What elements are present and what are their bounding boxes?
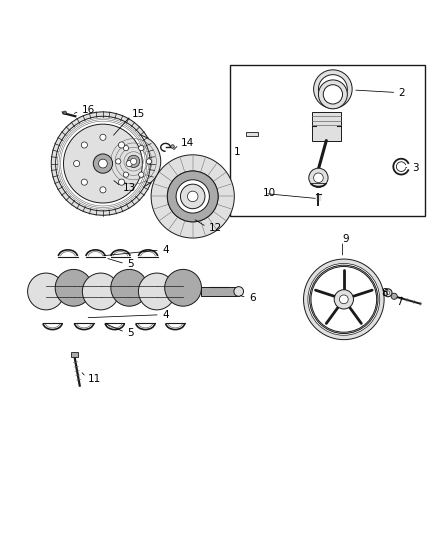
Circle shape (138, 146, 144, 151)
Text: 12: 12 (208, 223, 222, 233)
Circle shape (391, 293, 397, 300)
Text: 8: 8 (381, 288, 388, 298)
Circle shape (323, 85, 343, 104)
Circle shape (28, 273, 64, 310)
Circle shape (111, 269, 148, 306)
Text: 5: 5 (127, 328, 134, 338)
Circle shape (384, 289, 392, 297)
Bar (129, 286, 157, 297)
Circle shape (339, 295, 348, 304)
Text: 10: 10 (263, 188, 276, 198)
Circle shape (106, 134, 161, 189)
Text: 2: 2 (399, 87, 405, 98)
Text: 13: 13 (123, 183, 136, 192)
Circle shape (63, 111, 67, 115)
Text: 3: 3 (412, 163, 418, 173)
Bar (157, 286, 183, 297)
Circle shape (138, 273, 175, 310)
Text: 6: 6 (249, 293, 255, 303)
Circle shape (74, 160, 80, 167)
Circle shape (82, 273, 119, 310)
Circle shape (304, 259, 384, 340)
Text: 4: 4 (162, 310, 169, 320)
Circle shape (116, 159, 121, 164)
Circle shape (151, 155, 234, 238)
Circle shape (124, 172, 129, 177)
Circle shape (93, 154, 113, 173)
Circle shape (100, 134, 106, 140)
Text: 15: 15 (132, 109, 145, 119)
Bar (71, 352, 78, 357)
Bar (201, 287, 239, 296)
Circle shape (171, 145, 174, 148)
Circle shape (386, 291, 390, 295)
Circle shape (187, 191, 198, 201)
Circle shape (55, 269, 92, 306)
Text: 5: 5 (127, 260, 134, 269)
Circle shape (100, 187, 106, 193)
Circle shape (167, 171, 218, 222)
Bar (312, 112, 341, 141)
Circle shape (334, 290, 353, 309)
Circle shape (309, 168, 328, 188)
Circle shape (165, 269, 201, 306)
Circle shape (318, 80, 347, 109)
Circle shape (311, 266, 377, 332)
Bar (230, 65, 425, 216)
Circle shape (118, 179, 124, 185)
Circle shape (131, 158, 137, 165)
Circle shape (99, 159, 107, 168)
Circle shape (81, 179, 88, 185)
Text: 4: 4 (162, 245, 169, 255)
Circle shape (146, 159, 152, 164)
Text: 9: 9 (343, 234, 349, 244)
Text: 16: 16 (81, 105, 95, 115)
Circle shape (180, 184, 205, 209)
Circle shape (234, 287, 244, 296)
Circle shape (138, 172, 144, 177)
Circle shape (310, 265, 378, 334)
Bar (246, 132, 258, 136)
Circle shape (81, 142, 88, 148)
Bar (74, 286, 101, 297)
Circle shape (318, 75, 347, 103)
Text: 14: 14 (180, 138, 194, 148)
Bar (46, 286, 74, 297)
Circle shape (64, 124, 142, 203)
Circle shape (56, 116, 150, 211)
Circle shape (167, 171, 218, 222)
Circle shape (126, 160, 132, 167)
Circle shape (176, 180, 209, 213)
Text: 1: 1 (233, 147, 240, 157)
Circle shape (127, 155, 140, 167)
Circle shape (118, 142, 124, 148)
Circle shape (314, 70, 352, 108)
Circle shape (51, 112, 155, 215)
Circle shape (314, 173, 323, 183)
Circle shape (124, 146, 129, 151)
Text: 11: 11 (88, 374, 101, 384)
Text: 7: 7 (396, 297, 403, 308)
Bar (101, 286, 129, 297)
Circle shape (308, 263, 380, 335)
